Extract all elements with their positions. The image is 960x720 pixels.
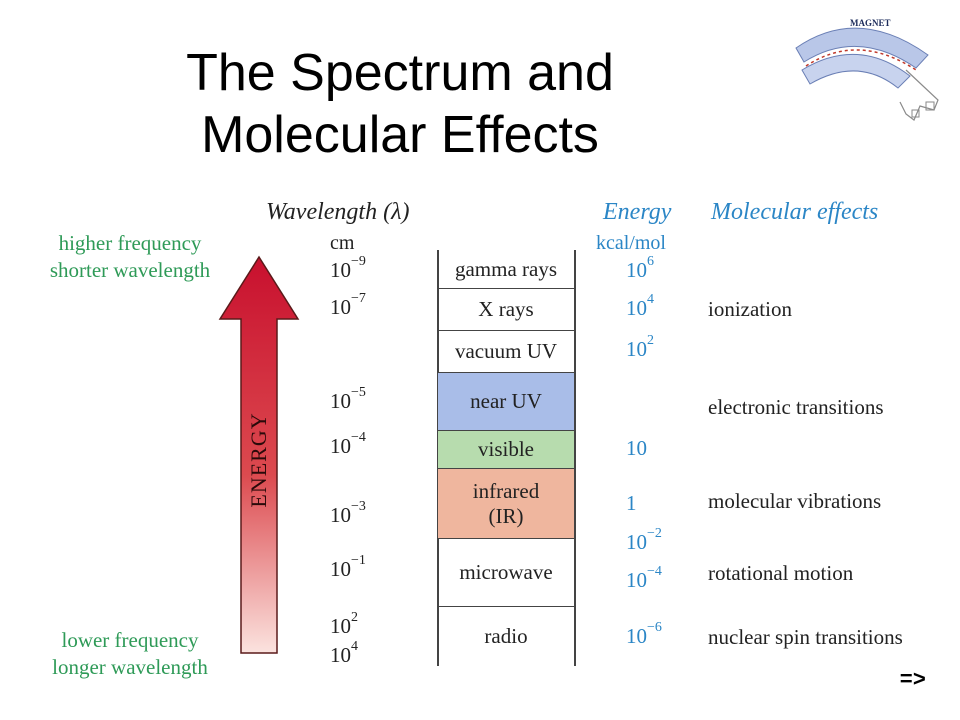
energy-unit: kcal/mol	[596, 232, 666, 254]
wavelength-value: 10−3	[330, 499, 366, 527]
energy-value: 10−2	[626, 526, 662, 554]
band-infrared: infrared (IR)	[438, 468, 574, 538]
effect-molecular-vibrations: molecular vibrations	[708, 489, 882, 513]
effect-nuclear-spin-transitions: nuclear spin transitions	[708, 625, 903, 649]
title-line-2: Molecular Effects	[201, 106, 599, 164]
effect-ionization: ionization	[708, 297, 792, 321]
energy-value: 106	[626, 254, 654, 282]
energy-arrow-icon	[218, 255, 300, 654]
energy-value: 104	[626, 292, 654, 320]
logo-label: MAGNET	[850, 18, 891, 28]
wavelength-value: 10−9	[330, 254, 366, 282]
band-visible: visible	[438, 430, 574, 468]
energy-value: 1	[626, 491, 637, 515]
next-slide-link[interactable]: =>	[899, 668, 926, 693]
wavelength-value: 102	[330, 610, 358, 638]
band-radio: radio	[438, 606, 574, 666]
slide-title: The Spectrum and Molecular Effects	[100, 42, 700, 166]
wavelength-value: 104	[330, 639, 358, 667]
wavelength-value: 10−1	[330, 553, 366, 581]
energy-value: 102	[626, 333, 654, 361]
band-near-uv: near UV	[438, 372, 574, 430]
band-gamma-rays: gamma rays	[454, 256, 558, 281]
wavelength-value: 10−5	[330, 385, 366, 413]
bottom-frequency-label: lower frequency longer wavelength	[52, 628, 208, 679]
energy-value: 10−6	[626, 620, 662, 648]
energy-arrow-label-wrap: ENERGY	[241, 400, 277, 520]
magnet-logo-icon: MAGNET	[795, 18, 939, 121]
energy-header: Energy	[603, 199, 672, 225]
energy-arrow-label: ENERGY	[246, 412, 271, 508]
top-frequency-label: higher frequency shorter wavelength	[49, 231, 211, 282]
wavelength-value: 10−7	[330, 291, 366, 319]
energy-value: 10−4	[626, 564, 662, 592]
wavelength-header: Wavelength (λ)	[266, 199, 410, 225]
molecular-effects-header: Molecular effects	[711, 199, 879, 225]
title-line-1: The Spectrum and	[186, 44, 614, 102]
band-vacuum-uv: vacuum UV	[438, 330, 574, 372]
effect-rotational-motion: rotational motion	[708, 561, 854, 585]
wavelength-value: 10−4	[330, 430, 366, 458]
spectrum-left-border	[437, 250, 439, 666]
energy-value: 10	[626, 436, 647, 460]
spectrum-right-border	[574, 250, 576, 666]
band-x-rays: X rays	[438, 288, 574, 330]
band-microwave: microwave	[438, 538, 574, 606]
wavelength-unit: cm	[330, 232, 355, 254]
effect-electronic-transitions: electronic transitions	[708, 395, 884, 419]
